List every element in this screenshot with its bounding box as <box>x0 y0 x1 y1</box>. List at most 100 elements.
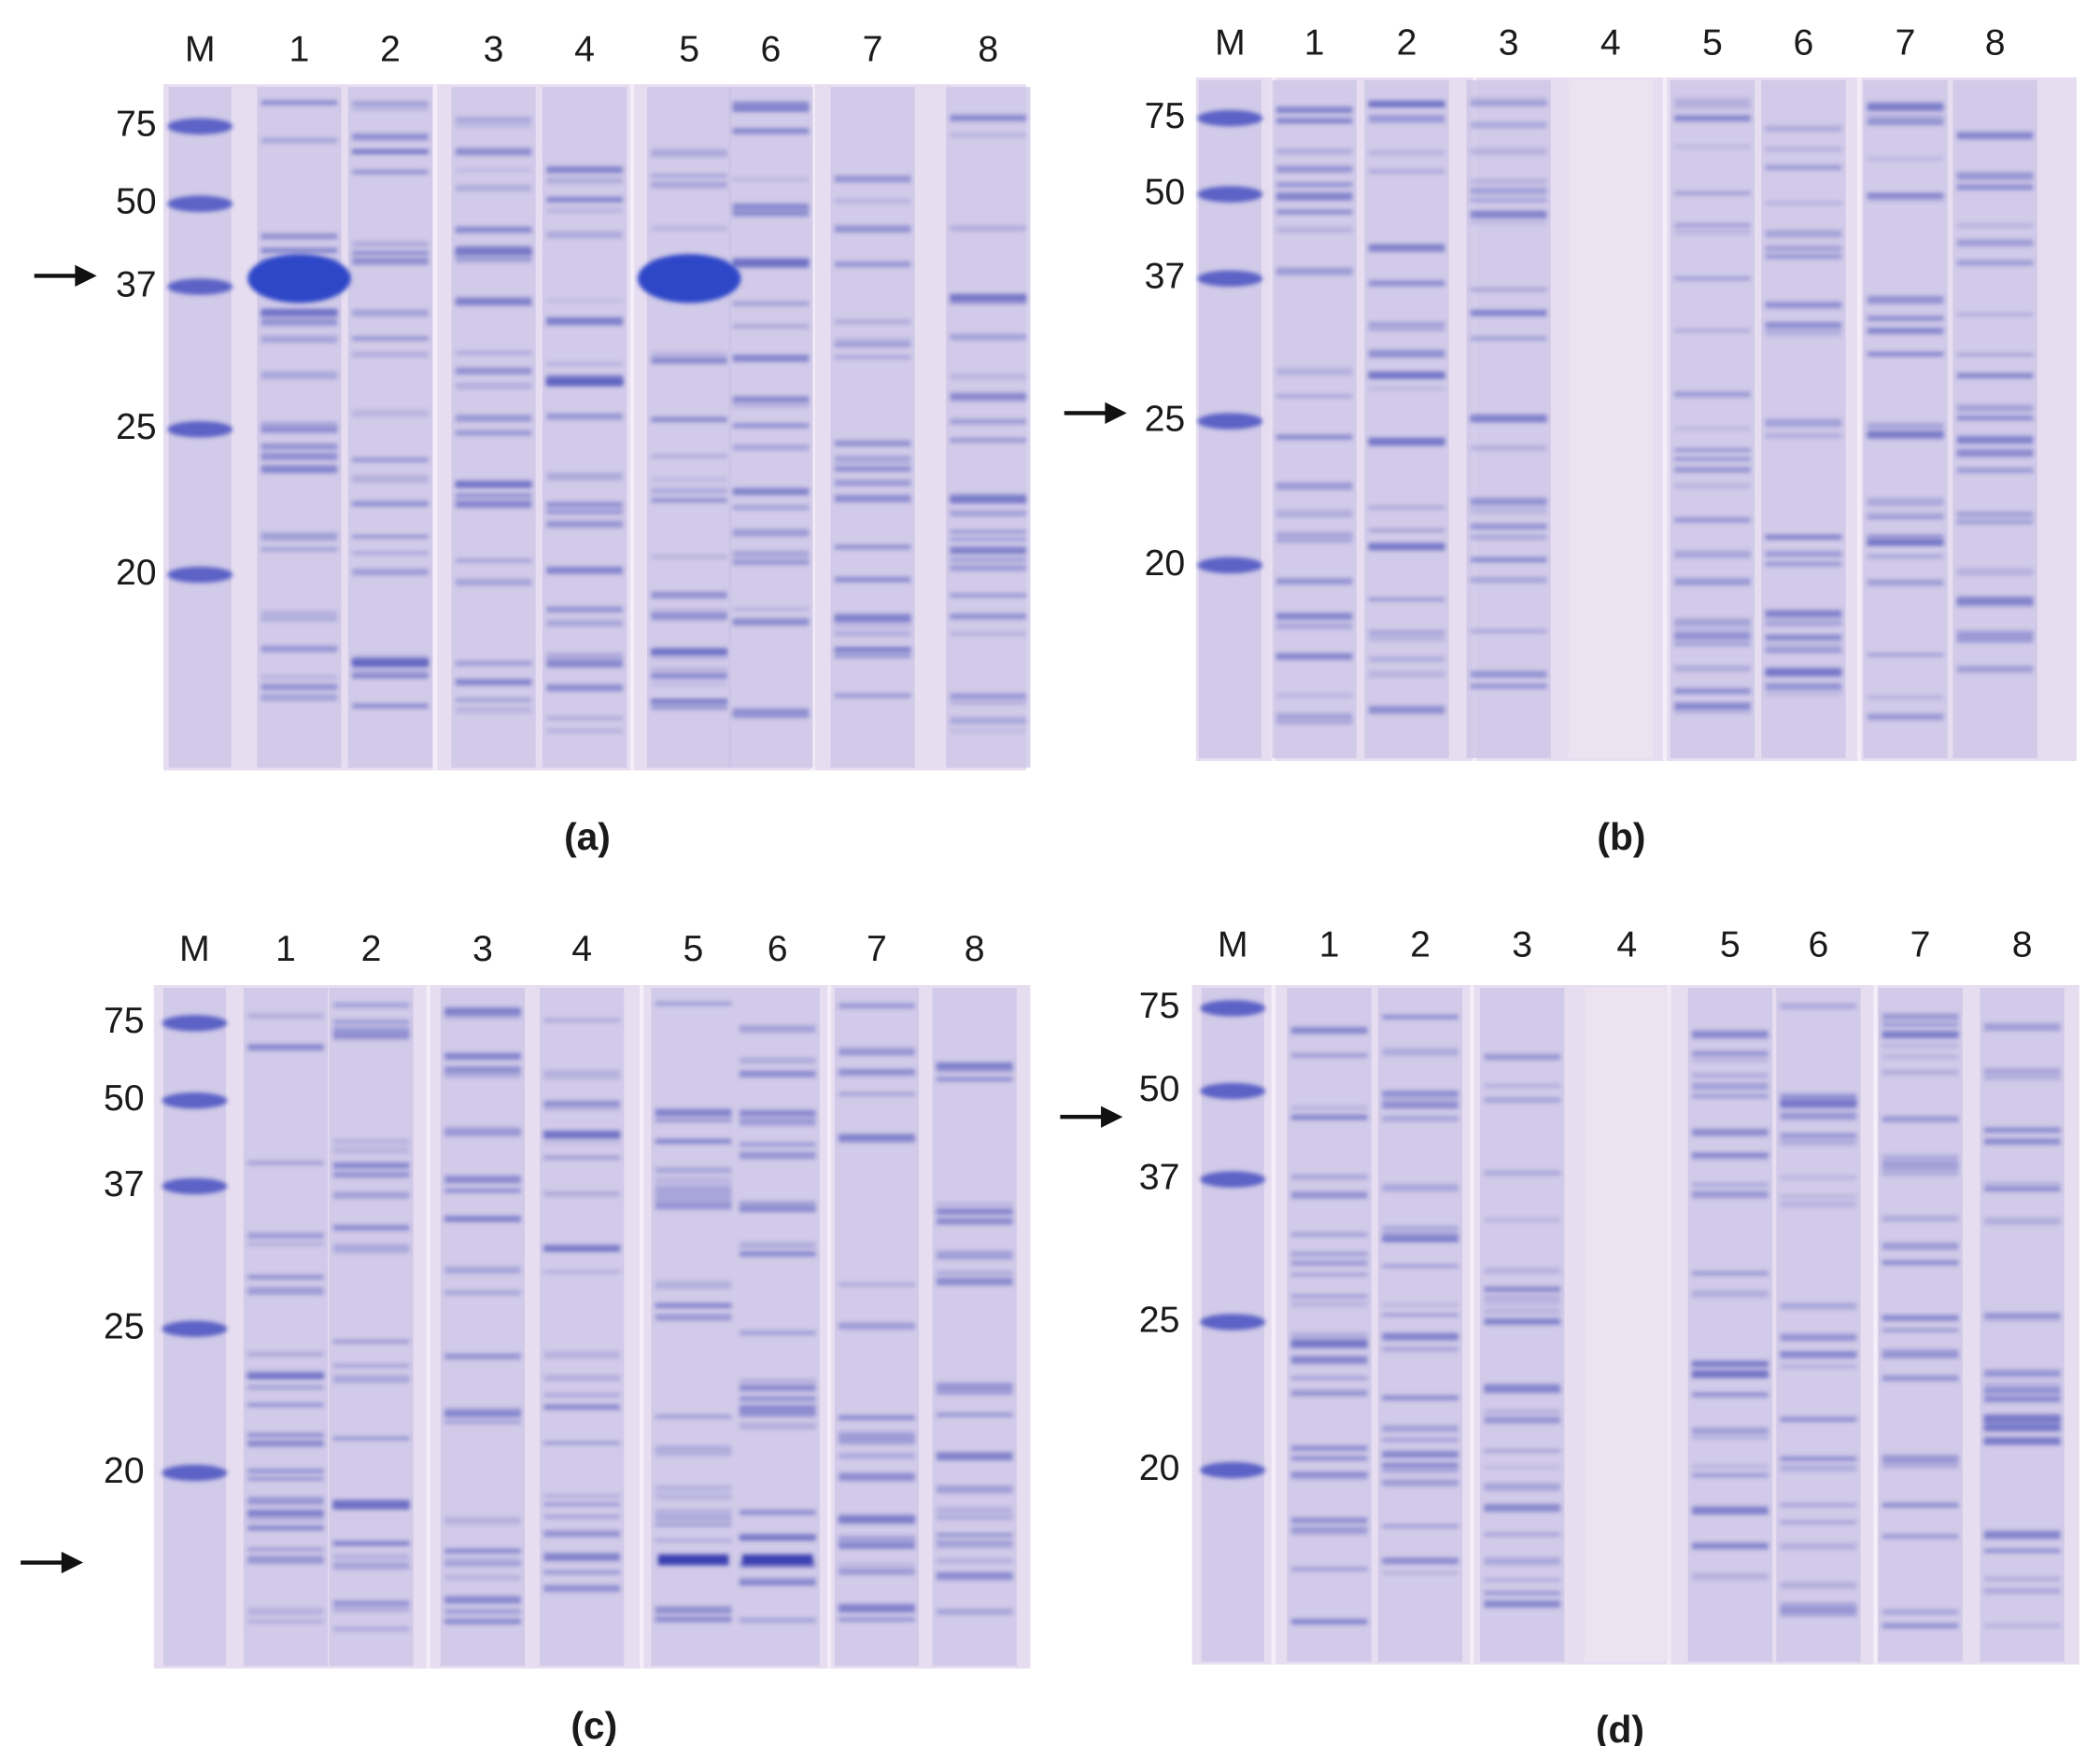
protein-band <box>1470 288 1547 292</box>
protein-band <box>834 653 911 658</box>
lane-label: 3 <box>1512 924 1532 965</box>
protein-band <box>1382 1313 1459 1317</box>
protein-band <box>1674 190 1751 195</box>
lane-strip <box>1687 987 1772 1662</box>
protein-band <box>1867 120 1944 125</box>
protein-band <box>655 1188 732 1194</box>
protein-band <box>332 1162 410 1169</box>
protein-band <box>444 1548 521 1554</box>
protein-band <box>247 1608 324 1615</box>
protein-band <box>1368 656 1445 662</box>
lane-strip <box>451 87 536 768</box>
protein-band <box>332 1248 410 1254</box>
lane-label: M <box>1215 21 1246 63</box>
protein-band <box>950 631 1027 636</box>
marker-label: 37 <box>104 1163 145 1204</box>
protein-band <box>950 557 1027 562</box>
protein-band <box>261 452 338 460</box>
protein-band <box>936 1558 1013 1564</box>
protein-band <box>1368 629 1445 635</box>
protein-band <box>247 1242 324 1246</box>
protein-band <box>950 392 1027 401</box>
protein-band <box>543 1100 620 1106</box>
protein-band <box>247 1161 324 1165</box>
lane-label: 8 <box>965 928 985 969</box>
protein-band <box>950 693 1027 700</box>
marker-label: 37 <box>116 263 157 304</box>
protein-band <box>1674 688 1751 695</box>
marker-band <box>167 118 233 135</box>
protein-band <box>543 1074 620 1080</box>
protein-band <box>455 367 532 375</box>
marker-band <box>1197 413 1263 429</box>
protein-band <box>1956 174 2034 182</box>
gel-panel: M 1 2 3 4 5 6 7 8 75 50 37 25 20 (a) <box>34 29 1031 858</box>
marker-label: 37 <box>1139 1157 1180 1198</box>
protein-band <box>1484 1301 1560 1304</box>
protein-band <box>1276 531 1353 538</box>
protein-band <box>261 547 338 551</box>
protein-band <box>1983 1422 2061 1430</box>
protein-band <box>1983 1218 2061 1225</box>
protein-band <box>261 694 338 701</box>
protein-band <box>936 1533 1013 1537</box>
protein-band <box>1956 467 2034 473</box>
protein-band <box>1882 1315 1959 1320</box>
protein-band <box>950 538 1027 542</box>
protein-band <box>332 1002 410 1008</box>
protein-band <box>1674 618 1751 627</box>
protein-band <box>444 1266 521 1274</box>
protein-band <box>1867 579 1944 586</box>
protein-band <box>839 1453 915 1459</box>
protein-band <box>655 1108 732 1117</box>
protein-band <box>1765 667 1842 675</box>
protein-band <box>546 652 623 659</box>
protein-band <box>352 149 429 154</box>
protein-band <box>247 1351 324 1357</box>
protein-band <box>1882 1069 1959 1076</box>
protein-band <box>1368 542 1445 549</box>
target-band <box>657 1554 729 1566</box>
protein-band <box>444 1012 521 1020</box>
protein-band <box>1276 509 1353 514</box>
protein-band <box>1368 706 1445 714</box>
protein-band <box>1382 1091 1459 1096</box>
lane-strip <box>647 87 732 768</box>
marker-band <box>1200 1461 1266 1479</box>
protein-band <box>444 1074 521 1077</box>
protein-band <box>332 1244 410 1250</box>
protein-band <box>1470 523 1547 530</box>
protein-band <box>1484 1505 1560 1510</box>
protein-band <box>1276 394 1353 398</box>
protein-band <box>1484 1054 1560 1061</box>
protein-band <box>1983 1313 2061 1318</box>
protein-band <box>444 1407 521 1416</box>
protein-band <box>1867 316 1944 321</box>
protein-band <box>834 176 911 183</box>
protein-band <box>651 416 727 422</box>
protein-band <box>1780 1351 1857 1359</box>
protein-band <box>1674 97 1751 105</box>
protein-band <box>651 613 727 621</box>
protein-band <box>543 1404 620 1410</box>
protein-band <box>332 1020 410 1024</box>
protein-band <box>1765 610 1842 618</box>
lane-strip <box>1287 987 1372 1662</box>
protein-band <box>651 487 727 494</box>
protein-band <box>732 528 810 537</box>
protein-band <box>651 699 727 703</box>
protein-band <box>1290 1526 1368 1535</box>
protein-band <box>739 1535 816 1542</box>
protein-band <box>1765 328 1842 336</box>
protein-band <box>1276 613 1353 620</box>
protein-band <box>739 1251 816 1257</box>
lane-label: 3 <box>484 29 504 70</box>
marker-label: 20 <box>116 552 157 593</box>
protein-band <box>543 1553 620 1561</box>
protein-band <box>1276 654 1353 660</box>
lane-label: 7 <box>863 29 883 70</box>
protein-band <box>1882 1375 1959 1382</box>
protein-band <box>247 1402 324 1407</box>
protein-band <box>739 1118 816 1126</box>
protein-band <box>732 607 810 612</box>
